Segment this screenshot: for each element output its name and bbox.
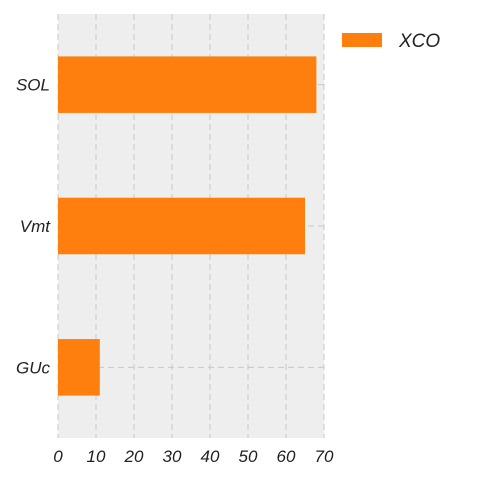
x-tick-label: 50	[239, 447, 258, 466]
x-tick-label: 20	[124, 447, 144, 466]
y-tick-label: SOL	[16, 76, 50, 95]
x-tick-label: 30	[163, 447, 182, 466]
y-tick-labels: SOL Vmt GUc	[16, 76, 51, 378]
x-tick-label: 0	[53, 447, 63, 466]
legend-swatch	[342, 33, 382, 47]
y-tick-label: Vmt	[20, 217, 52, 236]
x-tick-label: 70	[315, 447, 334, 466]
bars	[58, 56, 317, 396]
bar-guc	[58, 339, 100, 396]
y-tick-label: GUc	[16, 358, 51, 377]
bar-vmt	[58, 197, 305, 255]
x-tick-label: 40	[201, 447, 220, 466]
x-tick-label: 10	[87, 447, 106, 466]
x-tick-label: 60	[277, 447, 296, 466]
bar-sol	[58, 56, 317, 113]
legend-label: XCO	[398, 31, 440, 52]
legend: XCO	[342, 31, 440, 52]
x-tick-labels: 0 10 20 30 40 50 60 70	[53, 447, 334, 466]
